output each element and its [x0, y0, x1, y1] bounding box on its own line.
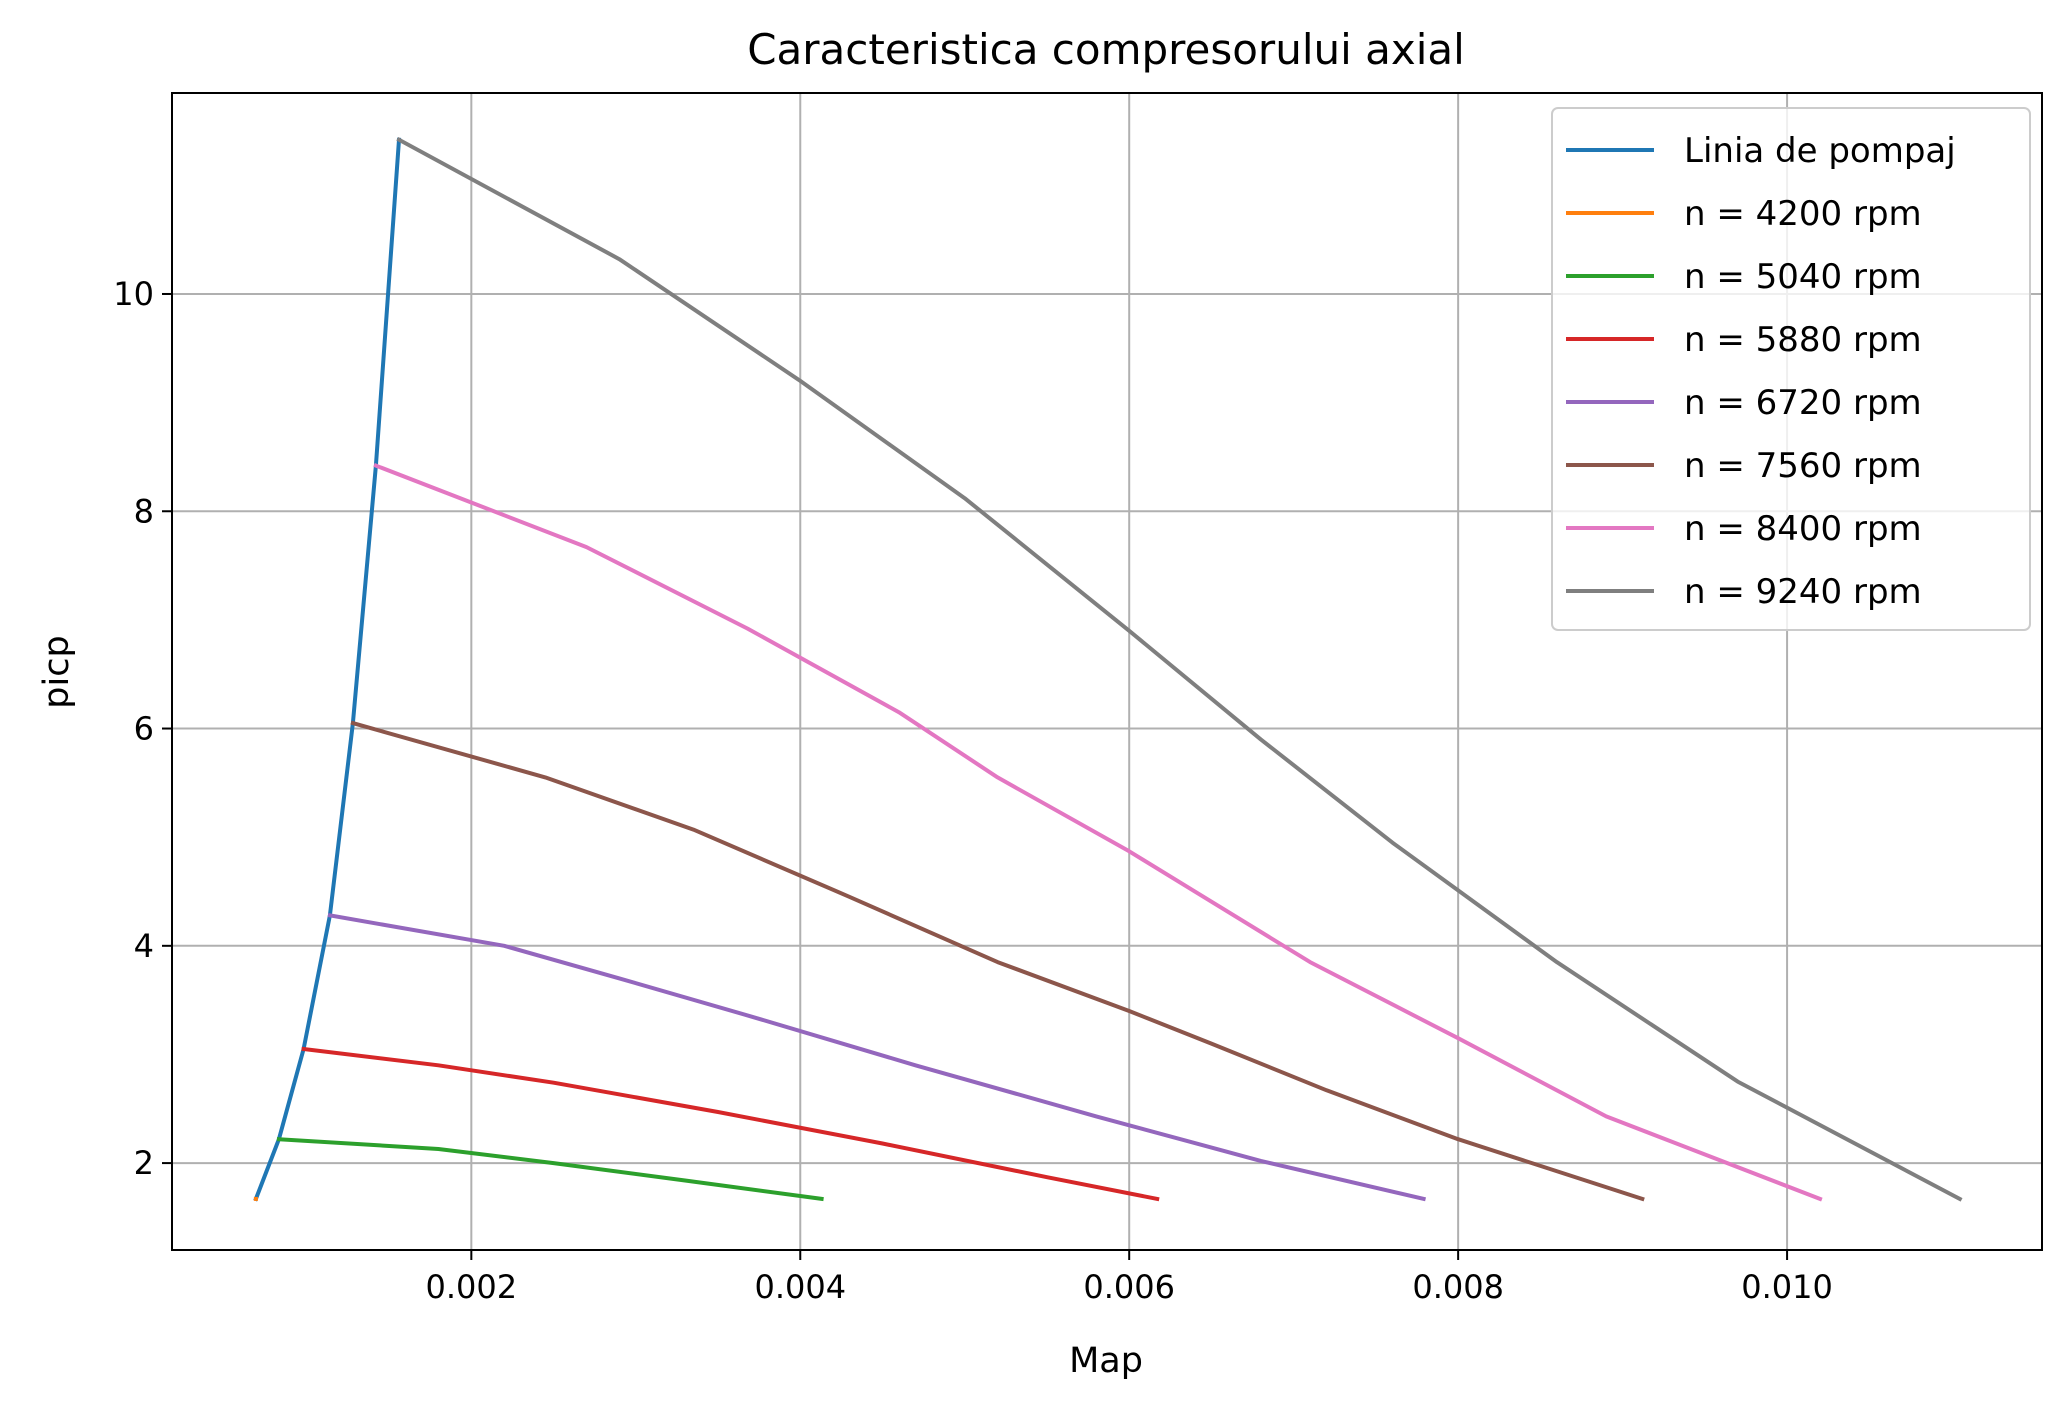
series-lines: [253, 136, 1963, 1202]
y-tick-label: 2: [134, 1144, 154, 1182]
legend: Linia de pompaj n = 4200 rpm n = 5040 rpm n…: [1551, 107, 2031, 631]
legend-label: n = 8400 rpm: [1684, 509, 1922, 549]
y-tick-label: 6: [134, 710, 154, 748]
x-tick-label: 0.004: [754, 1268, 846, 1306]
y-axis-label: picp: [37, 635, 77, 708]
y-tick-label: 4: [134, 927, 154, 965]
legend-label: Linia de pompaj: [1684, 131, 1956, 171]
x-tick-label: 0.008: [1412, 1268, 1504, 1306]
chart-title: Caracteristica compresorului axial: [747, 25, 1465, 74]
legend-label: n = 5040 rpm: [1684, 257, 1922, 297]
legend-label: n = 9240 rpm: [1684, 572, 1922, 612]
y-tick-label: 8: [134, 492, 154, 530]
legend-label: n = 5880 rpm: [1684, 320, 1922, 360]
legend-box: [1551, 107, 2031, 631]
x-axis-label: Map: [1069, 1341, 1143, 1381]
plot-frame: [171, 92, 2043, 1251]
series-line-2: [276, 1137, 824, 1202]
x-tick-label: 0.010: [1741, 1268, 1833, 1306]
legend-label: n = 4200 rpm: [1684, 194, 1922, 234]
legend-label: n = 7560 rpm: [1684, 446, 1922, 486]
series-line-7: [396, 136, 1963, 1202]
legend-label: n = 6720 rpm: [1684, 383, 1922, 423]
series-line-4: [327, 913, 1427, 1202]
y-tick-label: 10: [113, 275, 154, 313]
y-axis-ticks: 2 4 6 8 10: [113, 275, 172, 1182]
x-axis-ticks: 0.002 0.004 0.006 0.008 0.010: [426, 1250, 1833, 1306]
x-tick-label: 0.006: [1083, 1268, 1175, 1306]
series-line-6: [373, 463, 1823, 1202]
series-line-5: [350, 720, 1645, 1202]
x-tick-label: 0.002: [426, 1268, 518, 1306]
series-line-3: [301, 1046, 1160, 1202]
